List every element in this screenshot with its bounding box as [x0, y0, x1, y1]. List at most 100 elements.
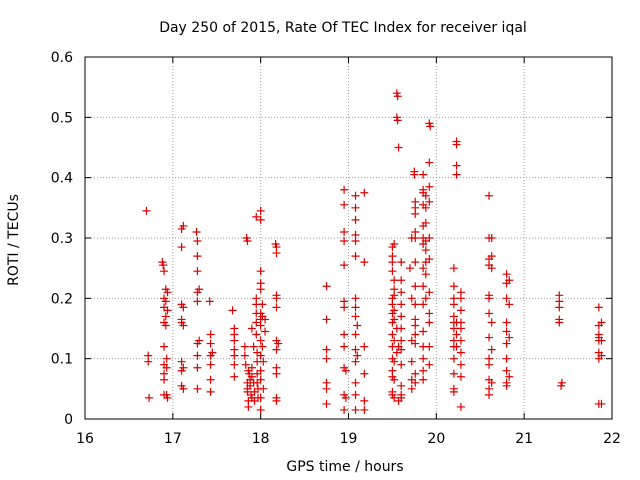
data-point [193, 351, 202, 360]
data-point [411, 234, 420, 242]
data-point [179, 321, 188, 330]
data-point [340, 227, 349, 236]
data-point [487, 318, 496, 327]
data-point [206, 330, 215, 339]
data-point [419, 375, 428, 384]
data-point [390, 240, 399, 249]
data-point [456, 306, 465, 315]
data-point [351, 312, 360, 321]
data-point [162, 363, 171, 372]
data-point [421, 203, 430, 212]
data-point [485, 390, 494, 399]
data-point [230, 360, 239, 369]
data-point [351, 405, 360, 414]
data-point [485, 360, 494, 369]
data-point [206, 360, 215, 369]
data-point [419, 170, 428, 179]
data-point [390, 291, 399, 300]
data-point [322, 315, 331, 324]
data-point [272, 249, 281, 258]
data-point [351, 203, 360, 212]
x-axis-title: GPS time / hours [286, 459, 403, 475]
data-point [177, 243, 186, 252]
data-point [256, 393, 265, 402]
data-point [272, 396, 281, 405]
data-point [145, 393, 154, 402]
data-point [397, 258, 406, 267]
data-point [322, 384, 331, 393]
data-point [425, 182, 434, 191]
data-point [390, 306, 399, 315]
data-point [322, 282, 331, 291]
data-point [351, 191, 360, 200]
data-point [144, 357, 153, 366]
data-point [322, 399, 331, 408]
data-point [419, 327, 428, 336]
data-point [397, 393, 406, 402]
data-point [261, 327, 270, 336]
data-point [274, 339, 283, 348]
data-point [353, 321, 362, 330]
data-point [177, 357, 186, 366]
data-point [351, 345, 360, 354]
data-point [449, 264, 458, 273]
data-point [272, 303, 281, 312]
data-point [487, 378, 496, 387]
data-point [487, 264, 496, 273]
data-point [247, 363, 256, 372]
data-point [193, 384, 202, 393]
data-point [160, 375, 169, 384]
data-point [407, 294, 416, 303]
data-point [206, 387, 215, 396]
data-point [555, 303, 564, 312]
data-point [360, 405, 369, 414]
data-point [341, 393, 350, 402]
data-point [410, 170, 419, 179]
data-point [351, 215, 360, 224]
data-point [360, 188, 369, 197]
data-point [351, 357, 360, 366]
data-point [256, 206, 265, 215]
data-point [397, 300, 406, 309]
data-point [421, 218, 430, 227]
data-point [487, 234, 496, 242]
y-tick-label: 0.4 [51, 171, 73, 187]
data-point [261, 315, 270, 324]
data-point [272, 294, 281, 303]
data-point [272, 369, 281, 378]
data-point [449, 354, 458, 363]
data-point [193, 297, 202, 306]
data-point [397, 345, 406, 354]
data-point [405, 264, 414, 273]
data-point [256, 267, 265, 276]
data-point [425, 197, 434, 206]
data-point [502, 270, 511, 279]
x-tick-label: 22 [603, 431, 621, 447]
data-point [485, 309, 494, 318]
data-point [505, 333, 514, 342]
data-point [502, 354, 511, 363]
data-point [411, 209, 420, 218]
axis-ticks: 16 17 18 19 20 21 22 0 0.1 0.2 0.3 0.4 0.5 0.6 [51, 50, 621, 447]
data-point [452, 342, 461, 351]
data-point [485, 191, 494, 200]
data-point [557, 378, 566, 387]
data-point [452, 140, 461, 149]
plot-frame [84, 56, 613, 420]
data-point [411, 282, 420, 291]
data-point [594, 303, 603, 312]
data-point [397, 336, 406, 345]
data-point [502, 327, 511, 336]
data-point [340, 303, 349, 312]
data-point [597, 336, 606, 345]
data-point [426, 122, 435, 131]
data-point [340, 200, 349, 209]
data-points [142, 89, 606, 414]
data-point [351, 390, 360, 399]
data-point [421, 270, 430, 279]
data-point [206, 375, 215, 384]
x-tick-label: 16 [76, 431, 94, 447]
y-tick-label: 0.2 [51, 291, 73, 307]
data-point [452, 330, 461, 339]
data-point [411, 339, 420, 348]
